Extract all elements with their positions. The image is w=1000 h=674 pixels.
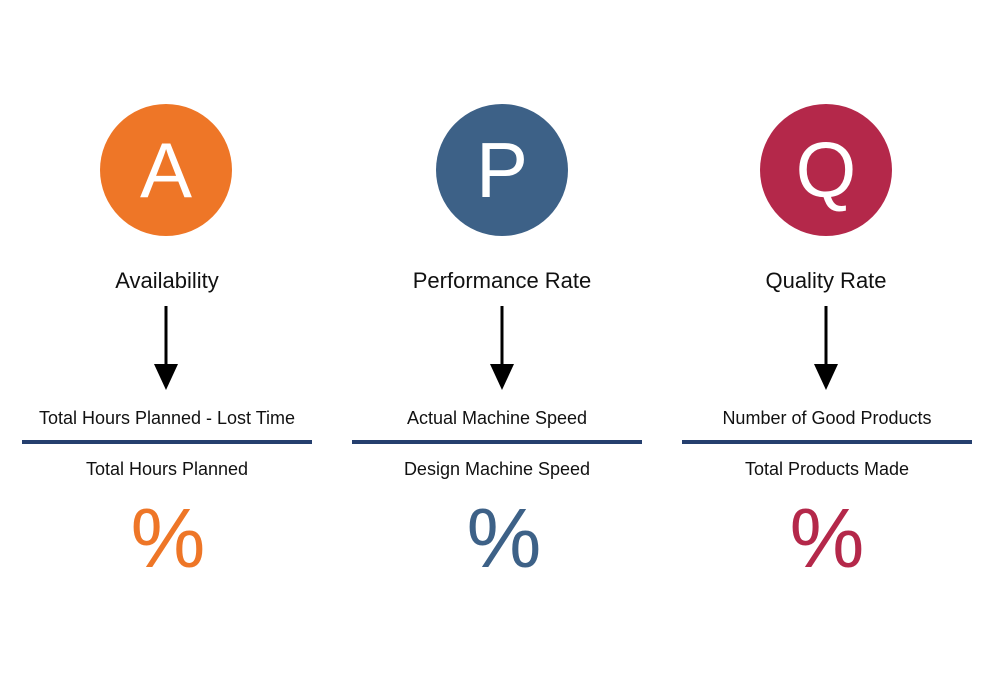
denominator-text: Design Machine Speed bbox=[403, 459, 591, 479]
letter-circle-p: P bbox=[436, 104, 568, 236]
down-arrow-icon bbox=[814, 306, 838, 390]
numerator-text: Actual Machine Speed bbox=[406, 408, 588, 428]
metric-quality-rate: Q Quality Rate Number of Good Products T… bbox=[682, 0, 972, 674]
fraction-divider bbox=[352, 440, 642, 444]
numerator-text: Total Hours Planned - Lost Time bbox=[38, 408, 296, 428]
down-arrow-icon bbox=[490, 306, 514, 390]
metric-title: Quality Rate bbox=[765, 268, 887, 293]
letter-circle-q: Q bbox=[760, 104, 892, 236]
metric-title: Performance Rate bbox=[412, 268, 592, 293]
down-arrow-icon bbox=[154, 306, 178, 390]
fraction-divider bbox=[22, 440, 312, 444]
metric-title: Availability bbox=[115, 268, 219, 293]
numerator-text: Number of Good Products bbox=[722, 408, 932, 428]
metric-availability: A Availability Total Hours Planned - Los… bbox=[22, 0, 312, 674]
letter-circle-a: A bbox=[100, 104, 232, 236]
denominator-text: Total Products Made bbox=[744, 459, 910, 479]
percent-sign: % bbox=[789, 491, 865, 585]
fraction-divider bbox=[682, 440, 972, 444]
metric-performance-rate: P Performance Rate Actual Machine Speed … bbox=[352, 0, 642, 674]
denominator-text: Total Hours Planned bbox=[85, 459, 249, 479]
percent-sign: % bbox=[466, 491, 542, 585]
percent-sign: % bbox=[130, 491, 206, 585]
